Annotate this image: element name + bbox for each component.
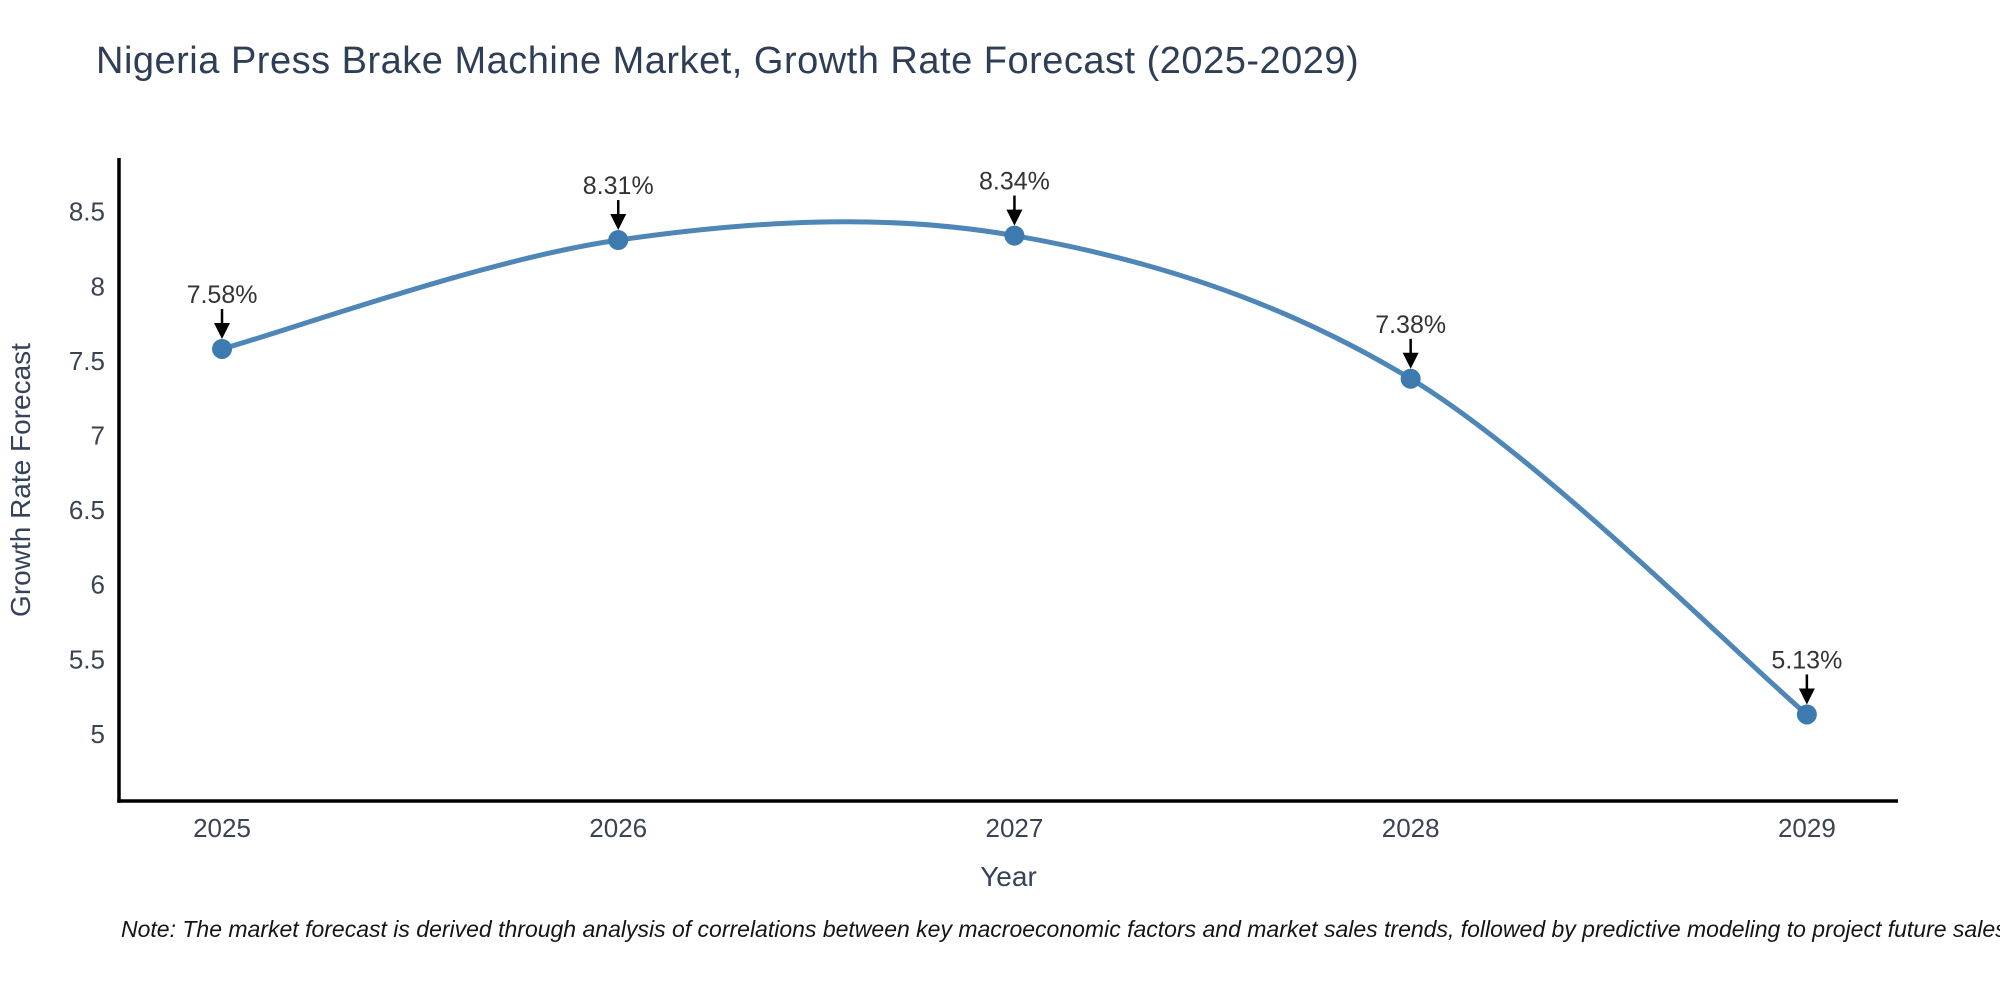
x-tick-label: 2026 (589, 813, 647, 843)
forecast-line (219, 219, 1810, 717)
footnote: Note: The market forecast is derived thr… (121, 916, 2000, 942)
data-point-label: 7.58% (187, 281, 258, 309)
y-tick-label: 7.5 (69, 346, 105, 376)
data-point-label: 5.13% (1771, 646, 1842, 674)
y-tick-label: 6.5 (69, 495, 105, 525)
annotation-arrow-head (1798, 688, 1815, 705)
data-point-label: 7.38% (1375, 311, 1446, 339)
y-tick-label: 8 (91, 271, 105, 301)
annotation-arrow-head (214, 322, 231, 339)
data-point (608, 230, 629, 251)
y-tick-label: 7 (91, 420, 105, 450)
data-point (1796, 704, 1817, 725)
data-point-label: 8.31% (583, 172, 654, 200)
data-point-label: 8.34% (979, 168, 1050, 196)
x-tick-label: 2027 (986, 813, 1044, 843)
chart-title: Nigeria Press Brake Machine Market, Grow… (96, 40, 1360, 82)
data-point (1400, 368, 1421, 389)
annotation-arrow-head (610, 214, 627, 231)
data-point (1004, 225, 1025, 246)
y-tick-label: 6 (91, 570, 105, 600)
y-tick-label: 5 (91, 719, 105, 749)
y-tick-label: 5.5 (69, 644, 105, 674)
y-axis-title: Growth Rate Forecast (5, 343, 36, 617)
x-tick-label: 2028 (1382, 813, 1440, 843)
y-tick-label: 8.5 (69, 197, 105, 227)
annotation-arrow-head (1006, 209, 1023, 226)
x-tick-label: 2025 (193, 813, 251, 843)
x-tick-label: 2029 (1778, 813, 1836, 843)
data-point (212, 338, 233, 359)
x-axis-title: Year (980, 861, 1037, 892)
annotation-arrow-head (1402, 352, 1419, 369)
